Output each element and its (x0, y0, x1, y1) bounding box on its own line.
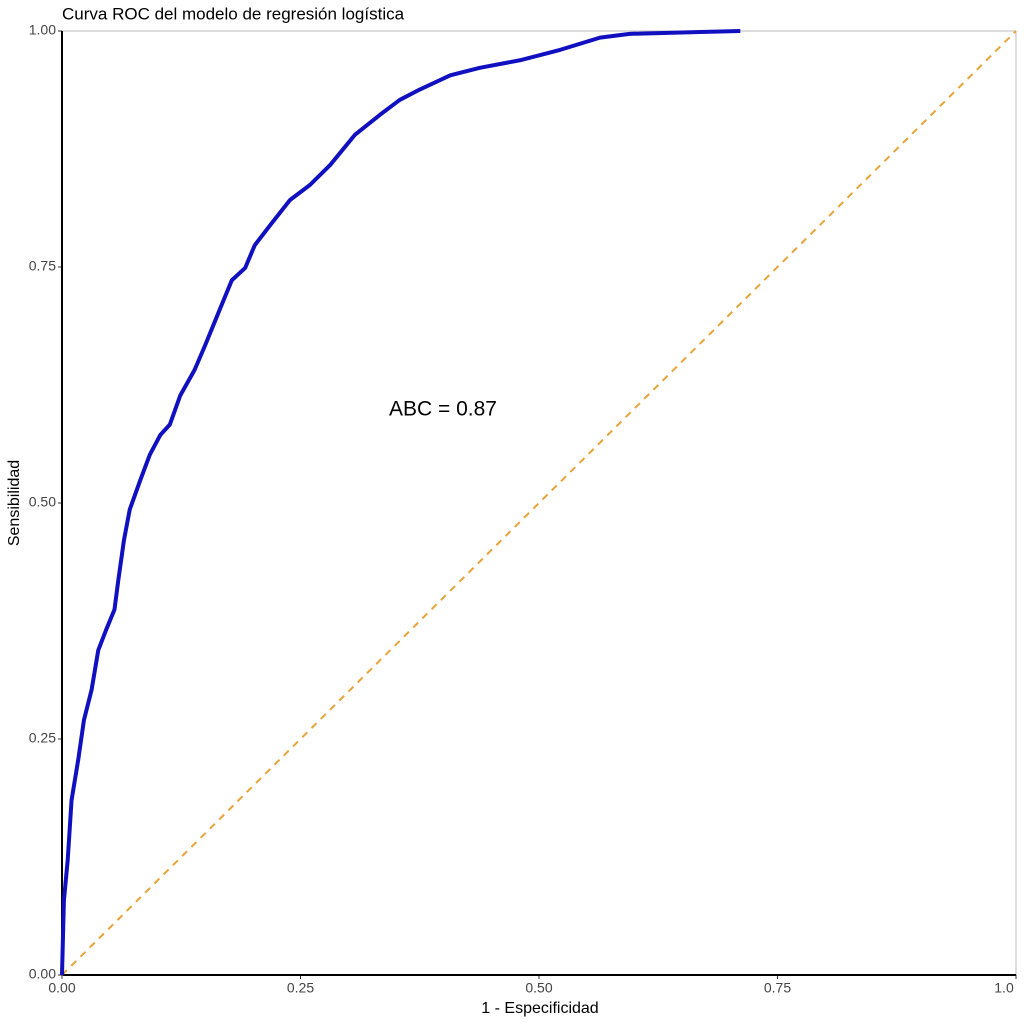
annotation: ABC = 0.87 (389, 398, 497, 421)
series-line (61, 30, 1017, 976)
y-tick-label: 0.25 (29, 730, 56, 746)
y-tick-label: 1.00 (29, 22, 56, 38)
chart-title: Curva ROC del modelo de regresión logíst… (62, 4, 405, 23)
x-axis-label: 1 - Especificidad (481, 1000, 598, 1017)
y-axis-label: Sensibilidad (6, 460, 23, 546)
y-tick-label: 0.50 (29, 494, 56, 510)
x-tick-label: 0.25 (287, 980, 314, 996)
y-tick-label: 0.00 (29, 966, 56, 982)
y-tick-label: 0.75 (29, 258, 56, 274)
series-line (60, 29, 741, 976)
x-tick-label: 0.50 (525, 980, 552, 996)
x-tick-label: 0.75 (764, 980, 791, 996)
x-tick-label: 0.00 (48, 980, 75, 996)
x-tick-label: 1.0 (994, 980, 1014, 996)
